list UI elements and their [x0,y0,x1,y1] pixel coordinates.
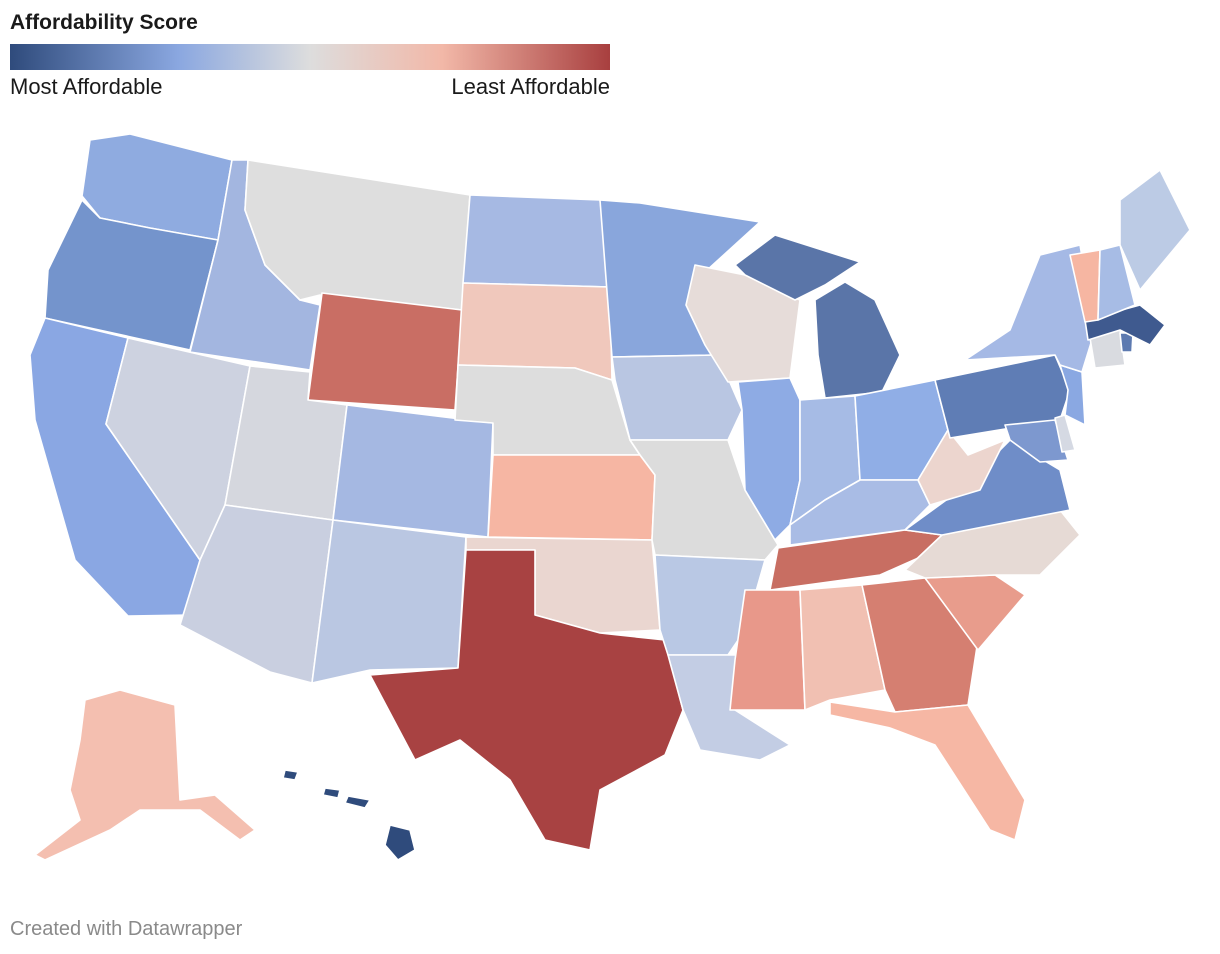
state-nd[interactable] [462,194,611,288]
state-pa[interactable] [934,354,1071,439]
us-map [0,110,1220,870]
legend-high-label: Least Affordable [451,74,610,99]
state-ak[interactable] [34,689,256,861]
state-co[interactable] [332,404,494,538]
state-nh[interactable] [1097,244,1136,321]
state-de[interactable] [1054,414,1076,453]
color-scale-bar [10,44,610,70]
state-ks[interactable] [487,454,656,541]
state-wy[interactable] [307,292,463,411]
state-hi-2[interactable] [322,787,341,799]
legend-title: Affordability Score [10,11,198,34]
state-me[interactable] [1119,169,1191,291]
state-md[interactable] [1004,419,1069,463]
state-mi[interactable] [814,281,901,399]
legend-low-label: Most Affordable [10,74,163,99]
state-mi-up[interactable] [734,234,861,301]
legend: Affordability Score Most Affordable Leas… [10,8,610,100]
state-al[interactable] [799,584,886,711]
state-ms[interactable] [729,589,806,711]
us-map-svg [29,133,1191,861]
state-nm[interactable] [311,519,467,684]
state-hi-4[interactable] [384,824,416,861]
state-fl[interactable] [829,701,1026,841]
credit-footer: Created with Datawrapper [10,918,243,940]
legend-labels: Most Affordable Least Affordable [10,74,610,100]
state-hi-1[interactable] [282,769,299,781]
state-tx[interactable] [369,549,684,851]
state-hi-3[interactable] [344,795,371,809]
